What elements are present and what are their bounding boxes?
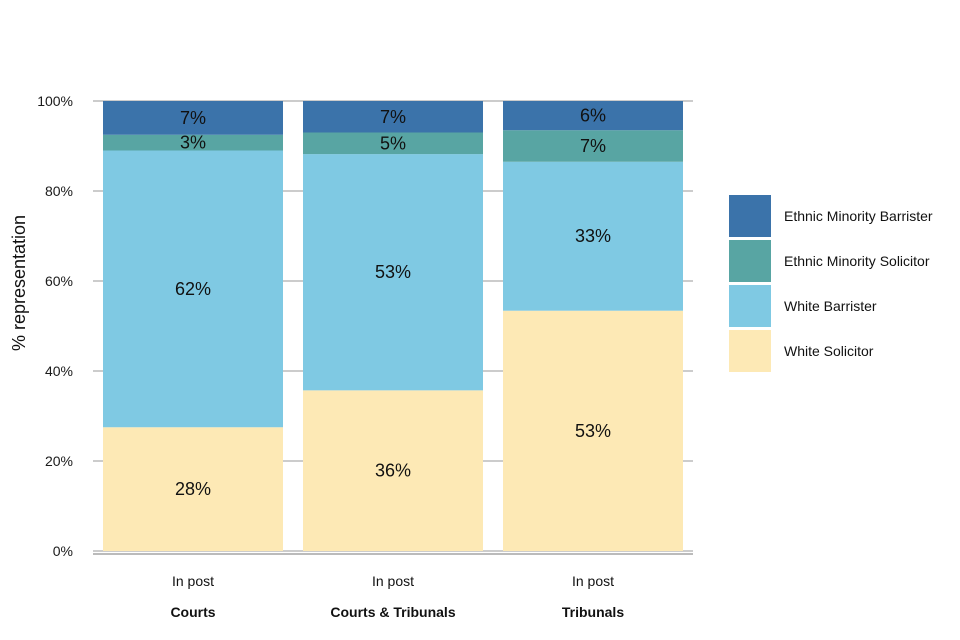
bar-segment-white-solicitor — [103, 427, 283, 551]
bar-segment-ethnic-minority-barrister — [503, 101, 683, 131]
x-group-label: Tribunals — [562, 604, 624, 620]
data-label: 33% — [575, 226, 611, 246]
data-label: 6% — [580, 106, 606, 126]
data-label: 3% — [180, 133, 206, 153]
legend-swatch-ethnic-minority-solicitor — [729, 240, 771, 282]
bar-segment-ethnic-minority-solicitor — [503, 130, 683, 162]
data-label: 53% — [575, 421, 611, 441]
y-tick-label: 20% — [45, 453, 73, 469]
bar-segment-ethnic-minority-barrister — [103, 101, 283, 135]
legend-label-ethnic-minority-solicitor: Ethnic Minority Solicitor — [784, 253, 930, 269]
y-tick-label: 40% — [45, 363, 73, 379]
bar-segment-ethnic-minority-solicitor — [303, 132, 483, 155]
bar-segment-ethnic-minority-solicitor — [103, 134, 283, 151]
y-tick-label: 0% — [53, 543, 73, 559]
legend-swatch-white-barrister — [729, 285, 771, 327]
bar-segment-white-barrister — [503, 161, 683, 311]
data-label: 53% — [375, 262, 411, 282]
legend-label-white-solicitor: White Solicitor — [784, 343, 874, 359]
data-label: 7% — [580, 136, 606, 156]
x-tick-label: In post — [372, 573, 414, 589]
axis-layer: 0% 20% 40% 60% 80% 100% In post Courts In post Co… — [37, 93, 693, 620]
x-group-label: Courts & Tribunals — [330, 604, 455, 620]
bar-layer — [103, 101, 683, 551]
bar-segment-white-solicitor — [503, 310, 683, 551]
y-axis-title: % representation — [9, 215, 29, 351]
data-label: 7% — [180, 108, 206, 128]
bar-segment-white-solicitor — [303, 390, 483, 551]
bar-segment-white-barrister — [303, 154, 483, 391]
x-group-label: Courts — [170, 604, 215, 620]
data-label: 28% — [175, 479, 211, 499]
y-tick-label: 60% — [45, 273, 73, 289]
data-label: 5% — [380, 133, 406, 153]
legend-label-ethnic-minority-barrister: Ethnic Minority Barrister — [784, 208, 933, 224]
bar-segment-white-barrister — [103, 150, 283, 428]
legend-swatch-ethnic-minority-barrister — [729, 195, 771, 237]
legend-label-white-barrister: White Barrister — [784, 298, 877, 314]
y-tick-label: 80% — [45, 183, 73, 199]
legend: Ethnic Minority Barrister Ethnic Minority… — [729, 195, 933, 372]
bar-segment-ethnic-minority-barrister — [303, 101, 483, 133]
data-label: 62% — [175, 279, 211, 299]
data-label: 36% — [375, 461, 411, 481]
x-tick-label: In post — [572, 573, 614, 589]
data-label: 7% — [380, 107, 406, 127]
y-tick-label: 100% — [37, 93, 73, 109]
legend-swatch-white-solicitor — [729, 330, 771, 372]
x-tick-label: In post — [172, 573, 214, 589]
segment-label-layer: 28% 62% 3% 7% 36% 53% 5% 7% 53% 33% 7% 6% — [175, 106, 611, 500]
